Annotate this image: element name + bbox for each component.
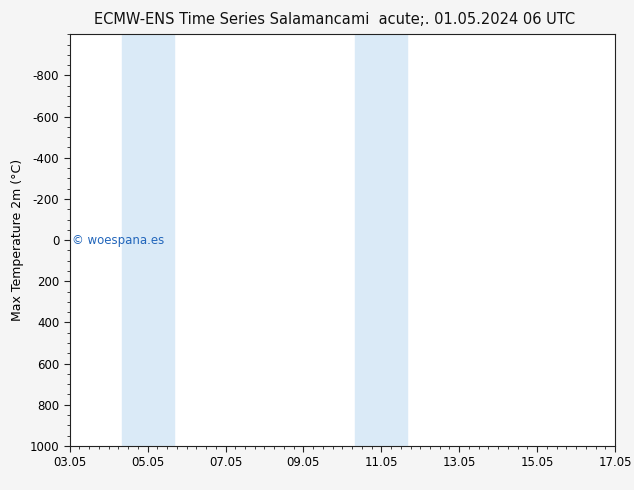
Text: © woespana.es: © woespana.es <box>72 234 165 246</box>
Bar <box>355 34 407 446</box>
Bar <box>122 34 174 446</box>
Text: mi  acute;. 01.05.2024 06 UTC: mi acute;. 01.05.2024 06 UTC <box>351 12 575 27</box>
Y-axis label: Max Temperature 2m (°C): Max Temperature 2m (°C) <box>11 159 24 321</box>
Text: ECMW-ENS Time Series Salamanca: ECMW-ENS Time Series Salamanca <box>94 12 350 27</box>
